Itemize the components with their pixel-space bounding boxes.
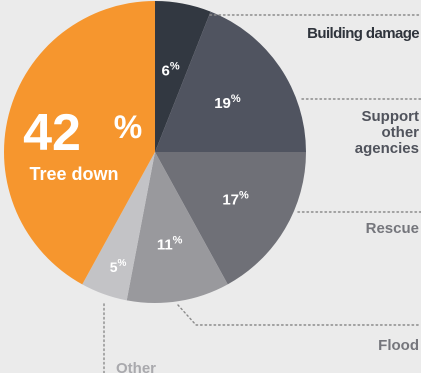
pie-slice-building-damage [155,1,211,152]
slice-percent-tree-down: 42 [23,104,81,162]
pie-slice-rescue [155,152,306,285]
category-label-flood: Flood [378,337,419,354]
percent-sign: % [231,93,241,105]
category-label-rescue: Rescue [366,220,419,237]
percent-sign: % [114,109,142,145]
callout-lines [103,14,421,373]
label-line: Support [362,108,420,125]
percent-sign: % [118,258,127,269]
callout-line-flood [177,304,421,326]
category-labels: Building damage Support other agencies Rescu… [116,25,420,373]
label-line: agencies [355,140,419,157]
percent-sign: % [239,190,249,202]
category-label-other: Other [116,360,156,373]
pie-slice-tree-down [4,1,156,285]
pie-slices [4,1,306,303]
pie-slice-support-other-agencies [155,11,306,153]
percent-sign: % [170,60,180,72]
category-label-support-other-agencies: Support other agencies [355,108,419,157]
slice-label-tree-down: Tree down [29,164,118,184]
pie-slice-flood [126,152,228,303]
percent-sign: % [173,234,183,246]
pie-slice-other [82,152,155,301]
category-label-building-damage: Building damage [307,25,419,42]
label-line: other [382,124,420,141]
